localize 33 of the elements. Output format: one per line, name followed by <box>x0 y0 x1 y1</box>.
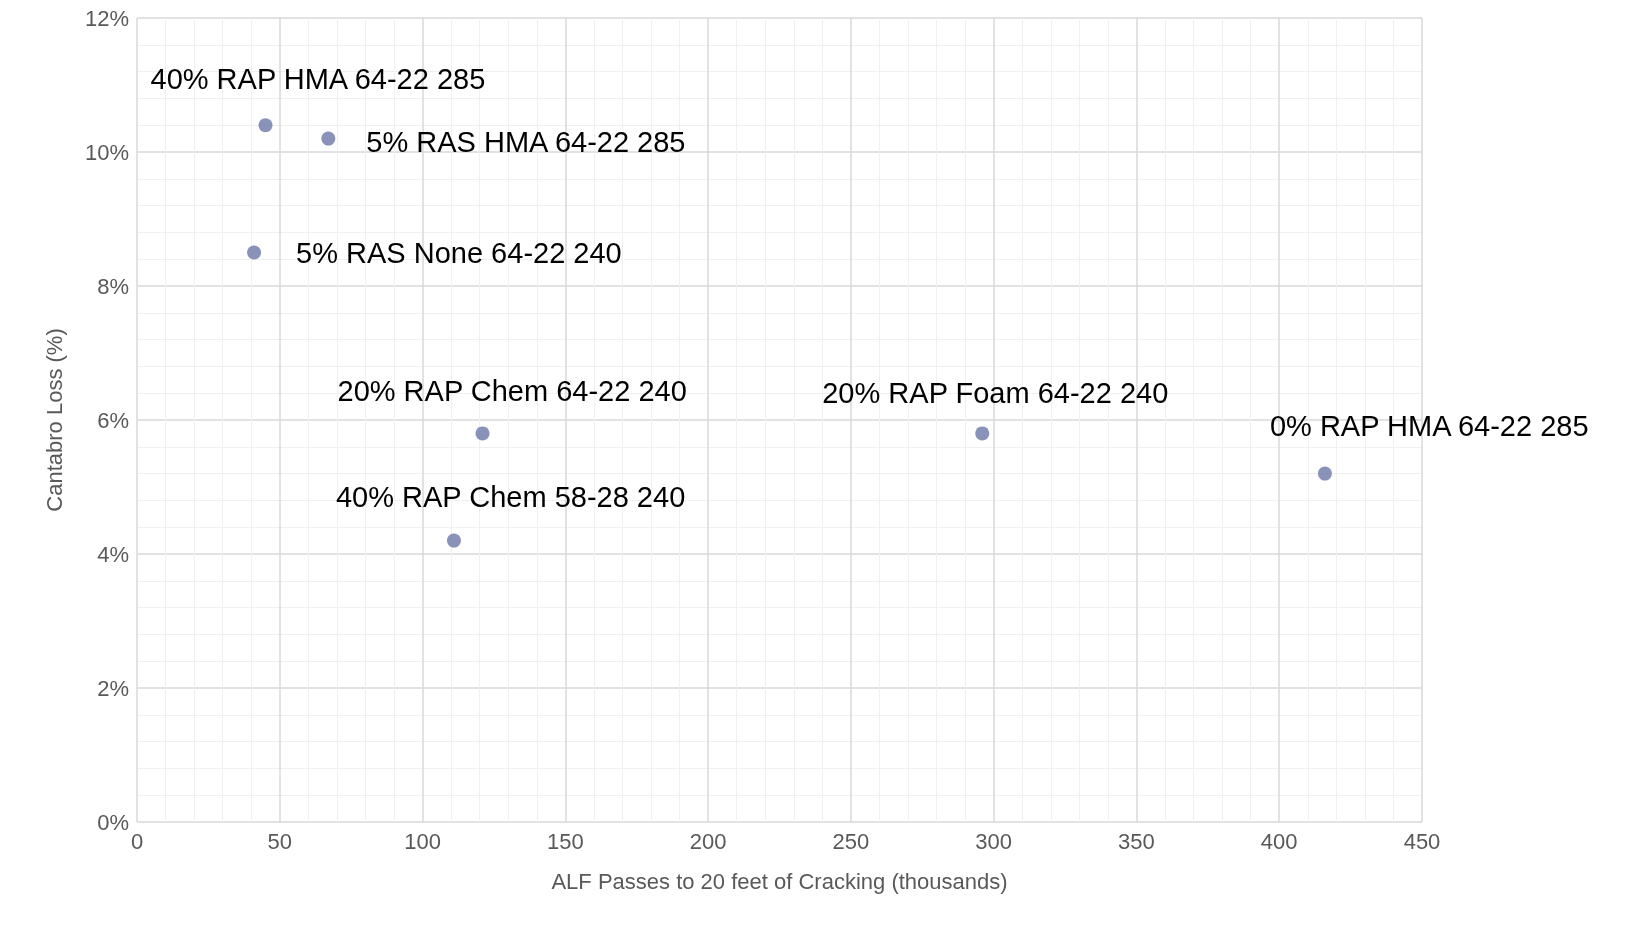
x-tick-label: 150 <box>546 828 584 854</box>
annotation: 40% RAP HMA 64-22 285 <box>150 63 486 96</box>
point <box>258 118 273 133</box>
point <box>975 426 990 441</box>
annotation: 40% RAP Chem 58-28 240 <box>335 480 686 513</box>
x-tick-label: 200 <box>689 828 727 854</box>
y-tick-label: 10% <box>84 139 129 165</box>
y-tick-label: 8% <box>97 273 129 299</box>
point <box>1317 466 1332 481</box>
annotation: 5% RAS HMA 64-22 285 <box>366 125 686 158</box>
point <box>321 131 336 146</box>
x-tick-label: 250 <box>832 828 870 854</box>
x-tick-label: 450 <box>1403 828 1441 854</box>
point <box>446 533 461 548</box>
x-tick-label: 400 <box>1260 828 1298 854</box>
point <box>475 426 490 441</box>
annotation: 5% RAS None 64-22 240 <box>296 236 622 269</box>
x-tick-label: 50 <box>267 828 293 854</box>
x-tick-label: 0 <box>130 828 144 854</box>
annotation: 20% RAP Foam 64-22 240 <box>822 377 1169 410</box>
x-tick-label: 300 <box>975 828 1013 854</box>
y-tick-label: 6% <box>97 407 129 433</box>
y-tick-label: 0% <box>97 809 129 835</box>
y-axis-title: Cantabro Loss (%) <box>41 328 67 512</box>
annotation: 20% RAP Chem 64-22 240 <box>337 375 687 408</box>
x-tick-label: 350 <box>1118 828 1155 854</box>
x-axis-title: ALF Passes to 20 feet of Cracking (thousands) <box>551 868 1008 894</box>
x-tick-label: 100 <box>404 828 441 854</box>
y-tick-label: 4% <box>97 541 129 567</box>
point <box>247 245 262 260</box>
y-tick-label: 12% <box>84 5 129 31</box>
y-tick-label: 2% <box>97 675 129 701</box>
annotation: 0% RAP HMA 64-22 285 <box>1269 409 1589 442</box>
